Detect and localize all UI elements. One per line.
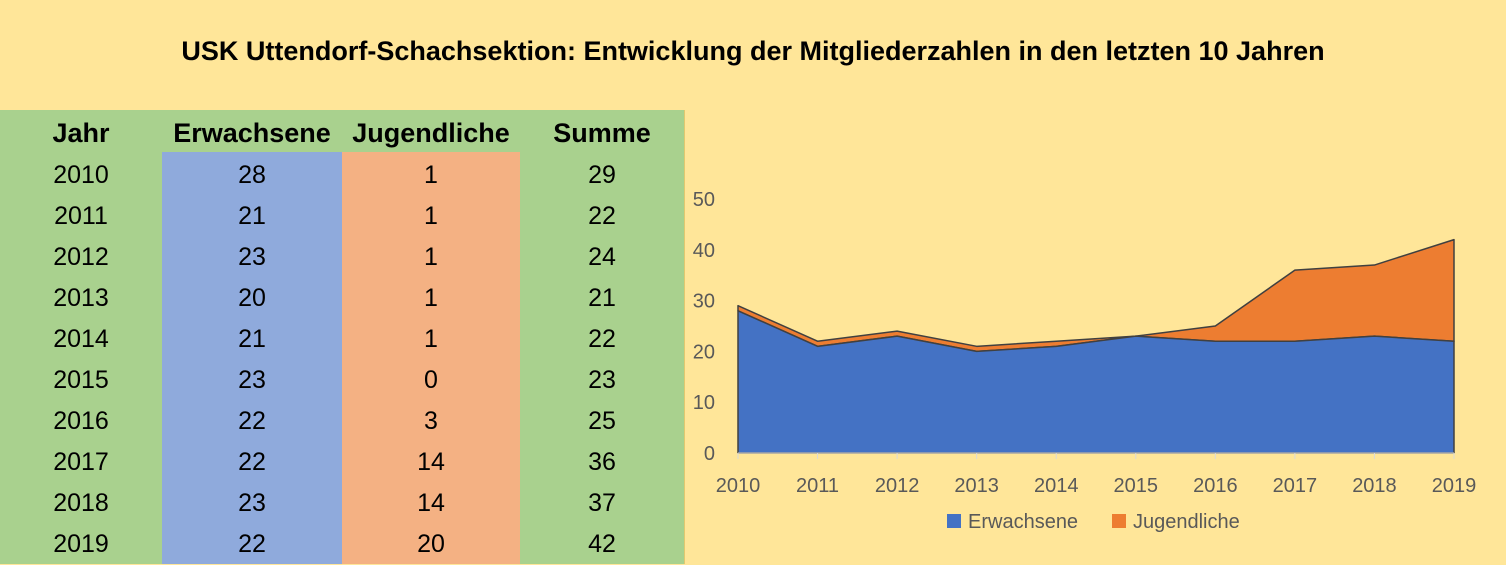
youth-cell: 1 bbox=[424, 325, 438, 353]
x-tick-label: 2013 bbox=[954, 475, 999, 497]
sum-cell: 22 bbox=[588, 202, 616, 230]
sum-cell: 42 bbox=[588, 530, 616, 558]
x-tick-label: 2010 bbox=[716, 475, 761, 497]
sum-cell: 23 bbox=[588, 366, 616, 394]
sum-cell: 36 bbox=[588, 448, 616, 476]
area-chart: 0 10 20 30 40 50 2010 2011 2012 2013 2014 2015 2016 2… bbox=[693, 189, 1477, 533]
adults-cell: 20 bbox=[238, 284, 266, 312]
page-title: USK Uttendorf-Schachsektion: Entwicklung… bbox=[181, 36, 1325, 66]
youth-cell: 1 bbox=[424, 161, 438, 189]
adults-cell: 28 bbox=[238, 161, 266, 189]
adults-cell: 22 bbox=[238, 530, 266, 558]
year-cell: 2014 bbox=[53, 325, 109, 353]
year-cell: 2019 bbox=[53, 530, 109, 558]
sum-cell: 21 bbox=[588, 284, 616, 312]
adults-cell: 23 bbox=[238, 366, 266, 394]
adults-cell: 22 bbox=[238, 407, 266, 435]
y-tick-label: 30 bbox=[693, 291, 715, 313]
x-tick-label: 2018 bbox=[1352, 475, 1397, 497]
x-tick-label: 2019 bbox=[1432, 475, 1477, 497]
legend-swatch bbox=[947, 514, 961, 528]
youth-cell: 1 bbox=[424, 202, 438, 230]
header-year: Jahr bbox=[52, 118, 110, 148]
youth-cell: 14 bbox=[417, 448, 445, 476]
x-tick-label: 2015 bbox=[1114, 475, 1159, 497]
title-band: USK Uttendorf-Schachsektion: Entwicklung… bbox=[0, 0, 1506, 110]
year-cell: 2016 bbox=[53, 407, 109, 435]
header-adults: Erwachsene bbox=[173, 118, 331, 148]
year-cell: 2018 bbox=[53, 489, 109, 517]
y-tick-label: 50 bbox=[693, 189, 715, 211]
y-tick-label: 40 bbox=[693, 240, 715, 262]
legend-swatch bbox=[1112, 514, 1126, 528]
x-tick-label: 2012 bbox=[875, 475, 920, 497]
x-tick-label: 2014 bbox=[1034, 475, 1079, 497]
sum-cell: 22 bbox=[588, 325, 616, 353]
year-cell: 2017 bbox=[53, 448, 109, 476]
adults-cell: 22 bbox=[238, 448, 266, 476]
youth-cell: 3 bbox=[424, 407, 438, 435]
header-sum: Summe bbox=[553, 118, 651, 148]
series-area-jugendliche bbox=[737, 238, 1455, 353]
youth-cell: 0 bbox=[424, 366, 438, 394]
y-tick-label: 0 bbox=[704, 443, 715, 465]
youth-cell: 1 bbox=[424, 284, 438, 312]
chart-panel: 0 10 20 30 40 50 2010 2011 2012 2013 2014 2015 2016 2… bbox=[684, 110, 1505, 564]
youth-cell: 1 bbox=[424, 243, 438, 271]
year-cell: 2010 bbox=[53, 161, 109, 189]
youth-column-background bbox=[342, 152, 520, 564]
adult-column-background bbox=[162, 152, 342, 564]
youth-cell: 14 bbox=[417, 489, 445, 517]
adults-cell: 23 bbox=[238, 243, 266, 271]
y-tick-label: 20 bbox=[693, 341, 715, 363]
year-cell: 2012 bbox=[53, 243, 109, 271]
sum-cell: 29 bbox=[588, 161, 616, 189]
header-youth: Jugendliche bbox=[352, 118, 510, 148]
adults-cell: 23 bbox=[238, 489, 266, 517]
adults-cell: 21 bbox=[238, 202, 266, 230]
year-cell: 2011 bbox=[54, 202, 108, 230]
year-cell: 2015 bbox=[53, 366, 109, 394]
sum-cell: 37 bbox=[588, 489, 616, 517]
sum-cell: 24 bbox=[588, 243, 616, 271]
youth-cell: 20 bbox=[417, 530, 445, 558]
y-tick-label: 10 bbox=[693, 392, 715, 414]
sum-cell: 25 bbox=[588, 407, 616, 435]
series-area-erwachsene bbox=[737, 310, 1455, 454]
x-tick-label: 2016 bbox=[1193, 475, 1238, 497]
legend-label: Jugendliche bbox=[1133, 511, 1240, 533]
adults-cell: 21 bbox=[238, 325, 266, 353]
year-cell: 2013 bbox=[53, 284, 109, 312]
x-tick-label: 2017 bbox=[1273, 475, 1318, 497]
legend-label: Erwachsene bbox=[968, 511, 1078, 533]
x-tick-label: 2011 bbox=[796, 475, 839, 497]
